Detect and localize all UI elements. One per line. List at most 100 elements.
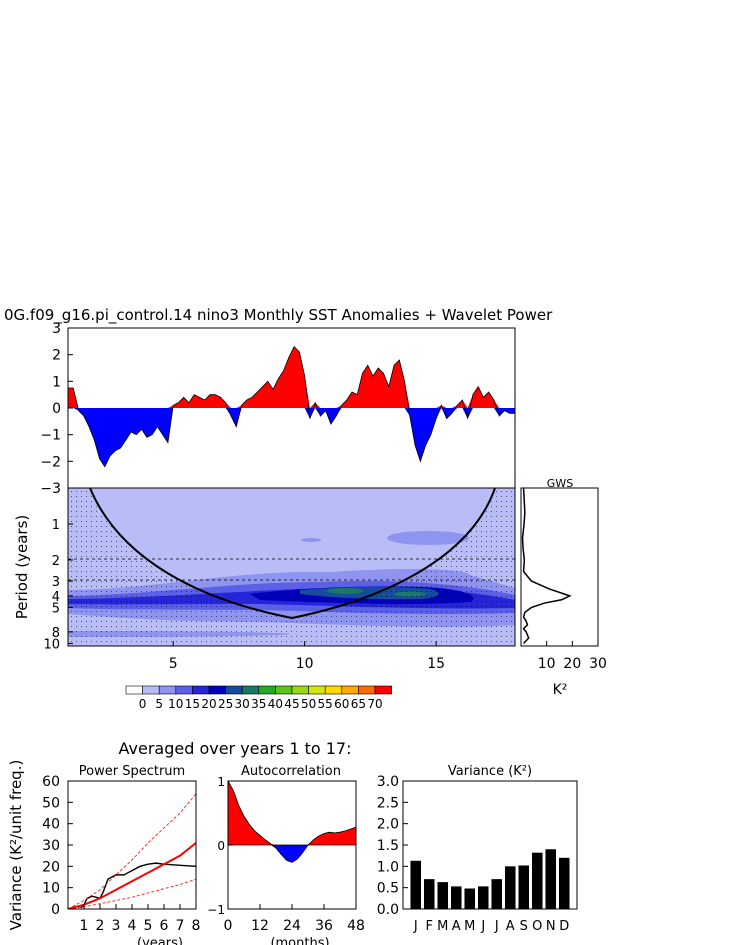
power-spectrum-panel: Power Spectrum 0 10 20 30 40 50 60 1 2 3 4 5 6 7 8 Var… xyxy=(7,760,200,945)
var-ytick-label: 0.5 xyxy=(377,881,399,897)
gws-frame xyxy=(520,487,599,647)
variance-bar xyxy=(437,882,449,909)
ac-axes: 10−10 12 24 36 48 xyxy=(207,775,365,934)
autocorrelation-panel: Autocorrelation 10−10 12 24 36 48 (months) xyxy=(207,764,365,945)
anomaly-line xyxy=(68,345,515,468)
colorbar-label: 0 xyxy=(139,697,147,711)
ac-xlabel: (months) xyxy=(270,936,329,945)
colorbar-label: 20 xyxy=(201,697,216,711)
colorbar-label: 25 xyxy=(218,697,233,711)
timeseries-panel: 3 2 1 0 −1 −2 −3 xyxy=(40,321,516,497)
colorbar-label: 30 xyxy=(235,697,250,711)
gws-xlabel: K² xyxy=(553,682,568,698)
var-xtick-label: N xyxy=(546,919,556,934)
var-ytick-label: 1.5 xyxy=(377,838,399,854)
var-xtick-label: J xyxy=(413,919,418,934)
colorbar-cell xyxy=(192,685,210,695)
var-xtick-label: O xyxy=(532,919,542,934)
ps-ytick-label: 10 xyxy=(42,881,60,897)
colorbar-label: 65 xyxy=(351,697,366,711)
ts-ytick-label: 0 xyxy=(52,401,61,417)
variance-bar xyxy=(518,865,530,909)
var-ytick-label: 2.0 xyxy=(377,817,399,833)
colorbar-cell xyxy=(225,685,243,695)
colorbar-label: 45 xyxy=(284,697,299,711)
ps-xtick-label: 1 xyxy=(80,918,89,934)
var-xtick-label: M xyxy=(464,919,475,934)
gws-xtick-label: 20 xyxy=(563,656,581,672)
ps-frame xyxy=(67,780,197,910)
ps-xtick-label: 6 xyxy=(160,918,169,934)
lower-header: Averaged over years 1 to 17: xyxy=(119,739,352,758)
power-blob-small xyxy=(301,538,321,542)
colorbar-cell xyxy=(275,685,293,695)
negative-anomaly xyxy=(68,408,515,467)
ac-xtick-label: 12 xyxy=(251,918,269,934)
variance-bar xyxy=(464,888,476,909)
ps-ytick-label: 20 xyxy=(42,859,60,875)
gws-xtick-label: 10 xyxy=(538,656,556,672)
ps-xtick-label: 3 xyxy=(112,918,121,934)
ac-ytick-label: −1 xyxy=(207,903,225,917)
var-xtick-label: A xyxy=(506,919,515,934)
colorbar-label: 5 xyxy=(155,697,163,711)
ac-title: Autocorrelation xyxy=(241,764,341,779)
gws-panel: GWS 10 20 30 K² xyxy=(520,477,607,698)
variance-panel: Variance (K²) J F M A M J J A S O N D0.00.51.01.52.… xyxy=(377,764,578,934)
colorbar-label: 50 xyxy=(301,697,316,711)
ac-xtick-label: 36 xyxy=(315,918,333,934)
ps-ylabel: Variance (K²/unit freq.) xyxy=(7,760,25,931)
ps-ytick-label: 60 xyxy=(42,774,60,790)
stipple-region xyxy=(68,488,515,646)
anomaly-area xyxy=(68,345,515,468)
colorbar-cell xyxy=(258,685,276,695)
wavelet-xaxis: 5 10 15 xyxy=(169,641,445,672)
var-xtick-label: D xyxy=(559,919,569,934)
power-blob-1yr xyxy=(387,531,469,545)
ps-xtick-label: 2 xyxy=(96,918,105,934)
ac-negative xyxy=(228,845,356,863)
ac-area xyxy=(227,780,357,863)
wav-ytick-label: 8 xyxy=(52,626,60,641)
timeseries-yaxis: 3 2 1 0 −1 −2 −3 xyxy=(40,321,73,497)
colorbar-cell xyxy=(125,685,143,695)
ac-ytick-label: 0 xyxy=(217,839,225,853)
colorbar-cell xyxy=(241,685,260,695)
ts-ytick-label: −2 xyxy=(40,454,61,470)
var-axes: J F M A M J J A S O N D0.00.51.01.52.02.53.0 xyxy=(377,774,570,934)
colorbar-label: 40 xyxy=(268,697,283,711)
ac-line xyxy=(227,780,357,863)
variance-bar xyxy=(491,879,503,909)
wav-ytick-label: 3 xyxy=(52,575,60,590)
ps-lines xyxy=(68,793,196,909)
var-title: Variance (K²) xyxy=(448,764,532,779)
ts-ytick-label: 1 xyxy=(52,374,61,390)
ps-series-upper-95- xyxy=(68,793,196,909)
colorbar-label: 55 xyxy=(318,697,333,711)
wav-xtick-label: 10 xyxy=(296,656,314,672)
colorbar-cell xyxy=(208,685,226,695)
colorbar-cell xyxy=(324,685,343,695)
gws-xtick-label: 30 xyxy=(589,656,607,672)
var-ytick-label: 1.0 xyxy=(377,859,399,875)
ac-ytick-label: 1 xyxy=(217,775,225,789)
wavelet-frame xyxy=(67,487,516,647)
colorbar-label: 35 xyxy=(251,697,266,711)
gws-xaxis: 10 20 30 xyxy=(538,641,607,672)
variance-bar xyxy=(504,866,516,909)
figure-title: 0G.f09_g16.pi_control.14 nino3 Monthly S… xyxy=(4,306,553,325)
var-xtick-label: A xyxy=(452,919,461,934)
colorbar-cell xyxy=(175,685,193,695)
colorbar-cell xyxy=(358,685,376,695)
variance-bar xyxy=(450,886,462,909)
colorbar: 0 5 10 15 20 25 30 35 40 45 50 55 60 65 70 xyxy=(125,685,392,711)
ps-series-spectrum xyxy=(80,862,196,909)
colorbar-cell xyxy=(308,685,326,695)
variance-bars xyxy=(410,849,570,909)
ps-title: Power Spectrum xyxy=(79,764,185,779)
ac-positive xyxy=(228,781,356,845)
wav-ytick-label: 4 xyxy=(52,590,60,605)
ts-ytick-label: 2 xyxy=(52,348,61,364)
